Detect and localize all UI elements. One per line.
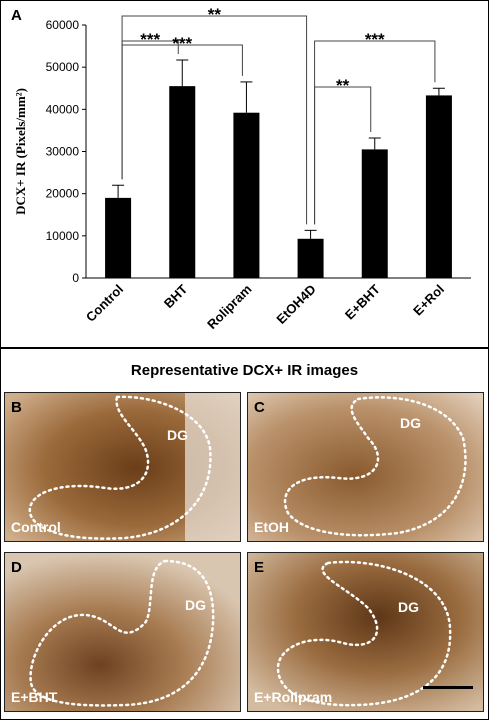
bar-chart: A 0 10000 20000 30000 40000 50000 60000 DCX+ IR … <box>11 5 471 332</box>
condition-label-control: Control <box>11 519 61 535</box>
micrograph-etoh: C DG EtOH <box>247 392 484 542</box>
panel-letter-a: A <box>11 7 22 24</box>
significance-label: *** <box>365 30 385 49</box>
dg-label-c: DG <box>400 415 421 431</box>
significance-label: ** <box>208 5 222 24</box>
panel-letter-b: B <box>11 399 22 416</box>
x-tick-label: BHT <box>161 281 191 311</box>
x-tick-label: Rolipram <box>204 282 254 332</box>
micrograph-control-image <box>5 393 240 541</box>
bar-bht <box>169 86 196 279</box>
significance-bracket <box>121 15 308 225</box>
x-tick-label: E+BHT <box>342 281 383 322</box>
dg-label-b: DG <box>167 427 188 443</box>
y-tick-label: 20000 <box>46 187 80 201</box>
bar-etoh4d <box>297 238 324 278</box>
micrograph-e-bht: D DG E+BHT <box>4 552 241 712</box>
significance-bracket <box>314 40 436 225</box>
micrograph-e-rolipram: E DG E+Rolipram <box>247 552 484 712</box>
significance-label: *** <box>172 34 192 53</box>
x-tick-label: Control <box>83 282 126 325</box>
y-tick-label: 10000 <box>46 229 80 243</box>
micrograph-etoh-image <box>248 393 483 541</box>
bar-e-rol <box>425 95 452 278</box>
micrograph-control: B DG Control <box>4 392 241 542</box>
micrograph-e-bht-image <box>5 553 240 711</box>
y-tick-label: 60000 <box>46 18 80 32</box>
bar-rolipram <box>233 112 260 278</box>
condition-label-e-bht: E+BHT <box>11 689 58 705</box>
significance-label: *** <box>140 30 160 49</box>
micrograph-e-rolipram-image <box>248 553 483 711</box>
y-tick-label: 0 <box>72 271 79 285</box>
y-tick-label: 50000 <box>46 60 80 74</box>
dg-label-e: DG <box>398 599 419 615</box>
bar-e-bht <box>361 149 388 278</box>
x-tick-label: E+Rol <box>410 282 447 319</box>
panel-letter-d: D <box>11 559 22 576</box>
image-panel-title: Representative DCX+ IR images <box>130 362 359 379</box>
panel-divider <box>1 347 488 349</box>
panel-letter-c: C <box>254 399 265 416</box>
condition-label-etoh: EtOH <box>254 519 289 535</box>
y-tick-label: 30000 <box>46 145 80 159</box>
significance-label: ** <box>336 76 350 95</box>
y-tick-label: 40000 <box>46 102 80 116</box>
bar-control <box>105 197 132 278</box>
scale-bar <box>423 686 473 689</box>
chart-panel: A 0 10000 20000 30000 40000 50000 60000 DCX+ IR … <box>1 1 488 341</box>
y-axis-label: DCX+ IR (Pixels/mm²) <box>13 88 28 215</box>
panel-letter-e: E <box>254 559 265 576</box>
dg-label-d: DG <box>185 597 206 613</box>
x-tick-label: EtOH4D <box>273 282 318 327</box>
condition-label-e-rolipram: E+Rolipram <box>254 689 333 705</box>
